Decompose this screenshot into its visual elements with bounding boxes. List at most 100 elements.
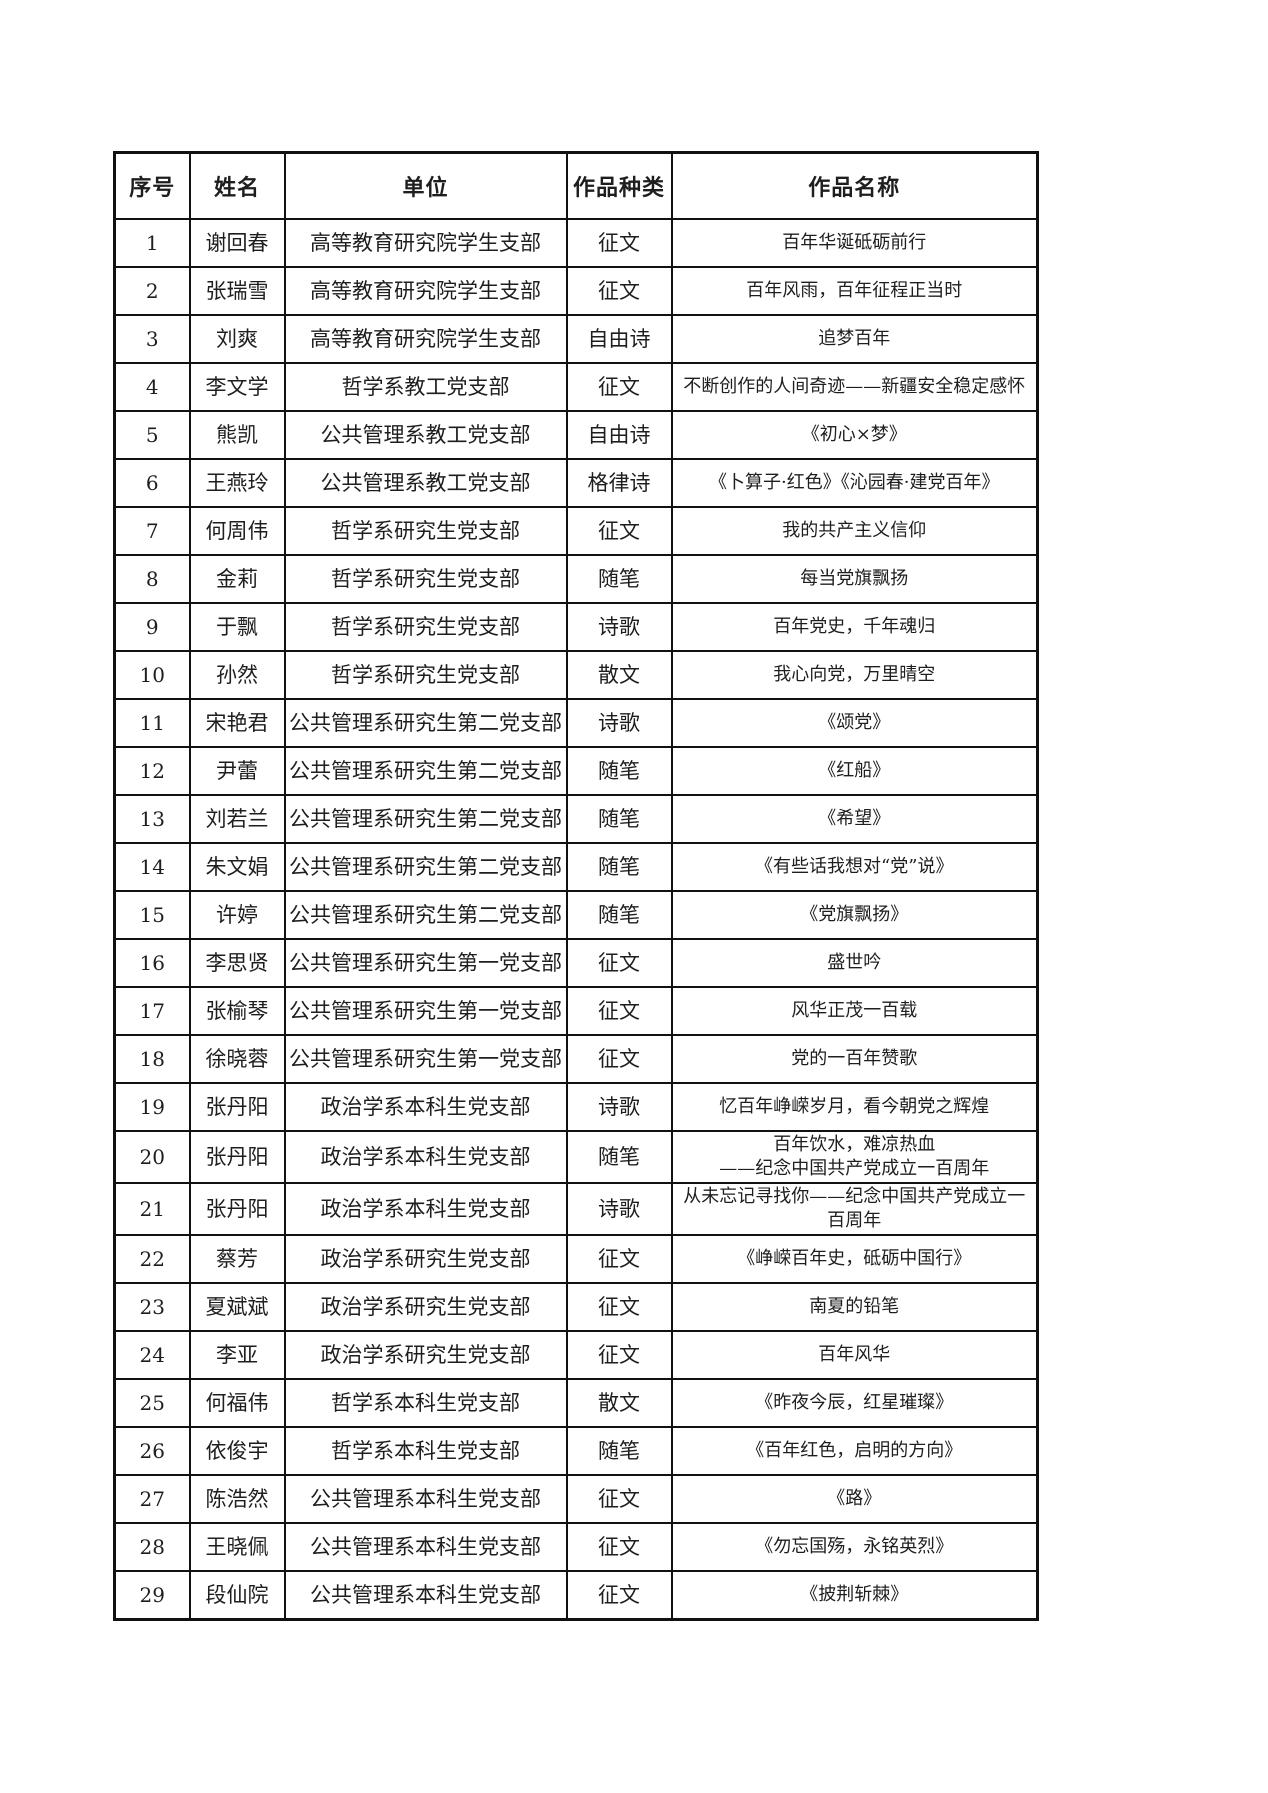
cell-type: 征文: [565, 1522, 673, 1572]
cell-type: 随笔: [565, 1426, 673, 1476]
submissions-table: 序号 姓名 单位 作品种类 作品名称 1 谢回春 高等教育研究院学生支部 征文 百年华诞…: [113, 151, 1039, 1621]
cell-type: 诗歌: [565, 602, 673, 652]
cell-title: 《希望》: [670, 794, 1039, 844]
table-row: 24 李亚 政治学系研究生党支部 征文 百年风华: [113, 1330, 1039, 1380]
cell-type: 随笔: [565, 842, 673, 892]
cell-unit: 哲学系研究生党支部: [283, 602, 568, 652]
cell-no: 26: [113, 1426, 191, 1476]
cell-type: 诗歌: [565, 1182, 673, 1236]
cell-type: 征文: [565, 266, 673, 316]
cell-unit: 公共管理系研究生第一党支部: [283, 986, 568, 1036]
table-row: 1 谢回春 高等教育研究院学生支部 征文 百年华诞砥砺前行: [113, 218, 1039, 268]
cell-unit: 公共管理系本科生党支部: [283, 1522, 568, 1572]
cell-unit: 政治学系本科生党支部: [283, 1130, 568, 1184]
cell-no: 27: [113, 1474, 191, 1524]
cell-title: 《党旗飘扬》: [670, 890, 1039, 940]
cell-unit: 公共管理系本科生党支部: [283, 1474, 568, 1524]
cell-no: 15: [113, 890, 191, 940]
cell-type: 征文: [565, 506, 673, 556]
header-row: 序号 姓名 单位 作品种类 作品名称: [113, 151, 1039, 220]
table-row: 15 许婷 公共管理系研究生第二党支部 随笔 《党旗飘扬》: [113, 890, 1039, 940]
cell-name: 王燕玲: [188, 458, 286, 508]
cell-title: 百年风华: [670, 1330, 1039, 1380]
cell-type: 自由诗: [565, 314, 673, 364]
cell-type: 随笔: [565, 746, 673, 796]
cell-no: 18: [113, 1034, 191, 1084]
cell-no: 10: [113, 650, 191, 700]
cell-title: 从未忘记寻找你——纪念中国共产党成立一百周年: [670, 1182, 1039, 1236]
table-body: 1 谢回春 高等教育研究院学生支部 征文 百年华诞砥砺前行 2 张瑞雪 高等教育研究院学生支部…: [113, 218, 1039, 1621]
cell-name: 金莉: [188, 554, 286, 604]
cell-unit: 公共管理系研究生第二党支部: [283, 842, 568, 892]
cell-type: 征文: [565, 938, 673, 988]
table-row: 19 张丹阳 政治学系本科生党支部 诗歌 忆百年峥嵘岁月，看今朝党之辉煌: [113, 1082, 1039, 1132]
cell-no: 19: [113, 1082, 191, 1132]
cell-name: 尹蕾: [188, 746, 286, 796]
cell-type: 散文: [565, 1378, 673, 1428]
cell-type: 征文: [565, 362, 673, 412]
cell-no: 7: [113, 506, 191, 556]
table-row: 9 于飘 哲学系研究生党支部 诗歌 百年党史，千年魂归: [113, 602, 1039, 652]
cell-no: 29: [113, 1570, 191, 1621]
table-row: 14 朱文娟 公共管理系研究生第二党支部 随笔 《有些话我想对“党”说》: [113, 842, 1039, 892]
cell-title: 追梦百年: [670, 314, 1039, 364]
table-row: 16 李思贤 公共管理系研究生第一党支部 征文 盛世吟: [113, 938, 1039, 988]
cell-no: 6: [113, 458, 191, 508]
cell-title: 《勿忘国殇，永铭英烈》: [670, 1522, 1039, 1572]
table-row: 2 张瑞雪 高等教育研究院学生支部 征文 百年风雨，百年征程正当时: [113, 266, 1039, 316]
cell-title: 我的共产主义信仰: [670, 506, 1039, 556]
cell-title: 百年华诞砥砺前行: [670, 218, 1039, 268]
table-row: 8 金莉 哲学系研究生党支部 随笔 每当党旗飘扬: [113, 554, 1039, 604]
cell-type: 自由诗: [565, 410, 673, 460]
cell-title: 百年饮水，难凉热血 ——纪念中国共产党成立一百周年: [670, 1130, 1039, 1184]
table-row: 29 段仙院 公共管理系本科生党支部 征文 《披荆斩棘》: [113, 1570, 1039, 1621]
cell-name: 朱文娟: [188, 842, 286, 892]
table-row: 5 熊凯 公共管理系教工党支部 自由诗 《初心×梦》: [113, 410, 1039, 460]
cell-no: 2: [113, 266, 191, 316]
cell-no: 21: [113, 1182, 191, 1236]
cell-name: 宋艳君: [188, 698, 286, 748]
cell-no: 1: [113, 218, 191, 268]
cell-name: 夏斌斌: [188, 1282, 286, 1332]
cell-name: 徐晓蓉: [188, 1034, 286, 1084]
cell-name: 刘若兰: [188, 794, 286, 844]
cell-unit: 哲学系本科生党支部: [283, 1426, 568, 1476]
cell-title: 百年风雨，百年征程正当时: [670, 266, 1039, 316]
cell-unit: 政治学系研究生党支部: [283, 1234, 568, 1284]
cell-title: 不断创作的人间奇迹——新疆安全稳定感怀: [670, 362, 1039, 412]
cell-no: 17: [113, 986, 191, 1036]
cell-unit: 哲学系研究生党支部: [283, 650, 568, 700]
col-header-index: 序号: [113, 151, 191, 220]
cell-title: 风华正茂一百载: [670, 986, 1039, 1036]
cell-unit: 公共管理系研究生第二党支部: [283, 794, 568, 844]
cell-name: 陈浩然: [188, 1474, 286, 1524]
cell-no: 20: [113, 1130, 191, 1184]
cell-title: 《峥嵘百年史，砥砺中国行》: [670, 1234, 1039, 1284]
cell-unit: 高等教育研究院学生支部: [283, 218, 568, 268]
cell-no: 11: [113, 698, 191, 748]
cell-type: 征文: [565, 986, 673, 1036]
cell-name: 张丹阳: [188, 1182, 286, 1236]
cell-name: 许婷: [188, 890, 286, 940]
table-row: 17 张榆琴 公共管理系研究生第一党支部 征文 风华正茂一百载: [113, 986, 1039, 1036]
cell-no: 22: [113, 1234, 191, 1284]
cell-unit: 公共管理系本科生党支部: [283, 1570, 568, 1621]
cell-type: 随笔: [565, 554, 673, 604]
cell-unit: 政治学系研究生党支部: [283, 1330, 568, 1380]
cell-unit: 公共管理系教工党支部: [283, 458, 568, 508]
cell-title: 《披荆斩棘》: [670, 1570, 1039, 1621]
cell-name: 熊凯: [188, 410, 286, 460]
cell-no: 4: [113, 362, 191, 412]
cell-no: 16: [113, 938, 191, 988]
cell-type: 诗歌: [565, 1082, 673, 1132]
table-row: 20 张丹阳 政治学系本科生党支部 随笔 百年饮水，难凉热血 ——纪念中国共产党成立一百…: [113, 1130, 1039, 1184]
cell-name: 张丹阳: [188, 1130, 286, 1184]
cell-unit: 政治学系本科生党支部: [283, 1082, 568, 1132]
cell-name: 王晓佩: [188, 1522, 286, 1572]
table-row: 13 刘若兰 公共管理系研究生第二党支部 随笔 《希望》: [113, 794, 1039, 844]
cell-type: 征文: [565, 1474, 673, 1524]
cell-no: 24: [113, 1330, 191, 1380]
cell-type: 征文: [565, 1570, 673, 1621]
table-row: 27 陈浩然 公共管理系本科生党支部 征文 《路》: [113, 1474, 1039, 1524]
